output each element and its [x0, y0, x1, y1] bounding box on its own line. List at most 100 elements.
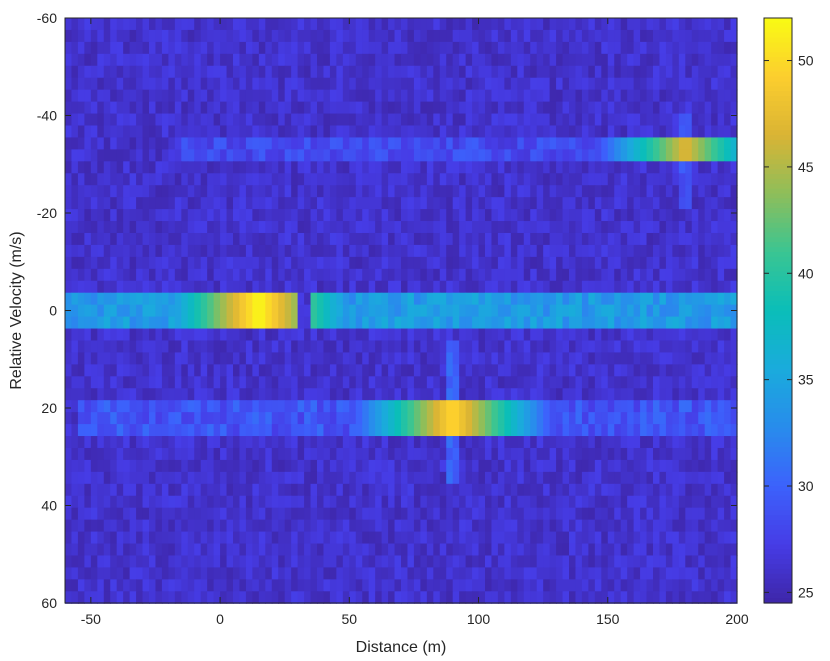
heatmap-cell	[155, 316, 163, 330]
heatmap-cell	[77, 53, 85, 67]
heatmap-cell	[136, 471, 144, 485]
heatmap-cell	[77, 89, 85, 103]
heatmap-cell	[504, 531, 512, 545]
heatmap-cell	[174, 18, 182, 31]
heatmap-cell	[97, 256, 105, 270]
heatmap-cell	[433, 89, 441, 103]
heatmap-cell	[530, 77, 538, 91]
heatmap-cell	[65, 543, 73, 557]
heatmap-cell	[724, 304, 732, 318]
heatmap-cell	[97, 364, 105, 377]
heatmap-cell	[110, 161, 118, 174]
heatmap-cell	[439, 412, 447, 425]
heatmap-cell	[601, 53, 609, 67]
heatmap-cell	[607, 567, 615, 580]
heatmap-cell	[420, 161, 428, 174]
heatmap-cell	[704, 424, 712, 437]
heatmap-cell	[607, 77, 615, 91]
heatmap-cell	[562, 280, 570, 294]
heatmap-cell	[200, 495, 208, 509]
heatmap-cell	[465, 149, 473, 162]
heatmap-cell	[220, 41, 228, 55]
heatmap-cell	[233, 447, 241, 461]
heatmap-cell	[136, 555, 144, 569]
heatmap-cell	[633, 161, 641, 174]
heatmap-cell	[90, 18, 98, 31]
heatmap-cell	[426, 519, 434, 533]
heatmap-cell	[329, 209, 337, 222]
heatmap-cell	[459, 292, 467, 306]
heatmap-cell	[698, 388, 706, 401]
heatmap-cell	[672, 400, 680, 413]
heatmap-cell	[142, 436, 150, 449]
heatmap-cell	[472, 304, 480, 318]
heatmap-cell	[672, 41, 680, 55]
heatmap-cell	[97, 53, 105, 67]
heatmap-cell	[362, 256, 370, 270]
heatmap-cell	[485, 221, 493, 234]
heatmap-cell	[607, 555, 615, 569]
heatmap-cell	[510, 113, 518, 127]
heatmap-cell	[271, 436, 279, 449]
heatmap-cell	[420, 340, 428, 354]
heatmap-cell	[433, 316, 441, 330]
heatmap-cell	[433, 424, 441, 437]
heatmap-cell	[168, 65, 176, 79]
heatmap-cell	[239, 125, 247, 139]
heatmap-cell	[730, 471, 738, 485]
heatmap-cell	[278, 292, 286, 306]
heatmap-cell	[504, 352, 512, 365]
heatmap-cell	[407, 400, 415, 413]
heatmap-cell	[194, 173, 202, 186]
heatmap-cell	[213, 400, 221, 413]
heatmap-cell	[342, 161, 350, 174]
heatmap-cell	[168, 376, 176, 389]
heatmap-cell	[730, 364, 738, 377]
heatmap-cell	[678, 436, 686, 449]
heatmap-cell	[659, 256, 667, 270]
heatmap-cell	[291, 244, 299, 258]
heatmap-cell	[459, 197, 467, 210]
heatmap-cell	[116, 125, 124, 139]
heatmap-cell	[601, 340, 609, 354]
heatmap-cell	[472, 221, 480, 234]
heatmap-cell	[465, 89, 473, 103]
heatmap-cell	[627, 185, 635, 198]
heatmap-cell	[200, 244, 208, 258]
heatmap-cell	[65, 125, 73, 139]
heatmap-cell	[536, 65, 544, 79]
heatmap-cell	[233, 495, 241, 509]
heatmap-cell	[724, 173, 732, 186]
heatmap-cell	[97, 412, 105, 425]
heatmap-cell	[659, 89, 667, 103]
heatmap-cell	[284, 471, 292, 485]
heatmap-cell	[717, 495, 725, 509]
heatmap-cell	[181, 495, 189, 509]
heatmap-cell	[207, 41, 215, 55]
heatmap-cell	[310, 161, 318, 174]
heatmap-cell	[569, 447, 577, 461]
heatmap-cell	[691, 400, 699, 413]
heatmap-cell	[271, 256, 279, 270]
heatmap-cell	[575, 185, 583, 198]
heatmap-cell	[323, 579, 331, 592]
heatmap-cell	[168, 268, 176, 282]
heatmap-cell	[129, 555, 137, 569]
heatmap-cell	[84, 53, 92, 67]
heatmap-cell	[245, 113, 253, 127]
heatmap-cell	[485, 567, 493, 580]
heatmap-cell	[556, 65, 564, 79]
heatmap-cell	[388, 137, 396, 150]
heatmap-cell	[116, 244, 124, 258]
heatmap-cell	[556, 244, 564, 258]
heatmap-cell	[362, 495, 370, 509]
heatmap-cell	[129, 161, 137, 174]
heatmap-cell	[103, 125, 111, 139]
heatmap-cell	[129, 137, 137, 150]
heatmap-cell	[452, 209, 460, 222]
heatmap-cell	[581, 232, 589, 246]
heatmap-cell	[220, 507, 228, 521]
heatmap-cell	[161, 125, 169, 139]
heatmap-cell	[633, 173, 641, 186]
heatmap-cell	[155, 304, 163, 318]
